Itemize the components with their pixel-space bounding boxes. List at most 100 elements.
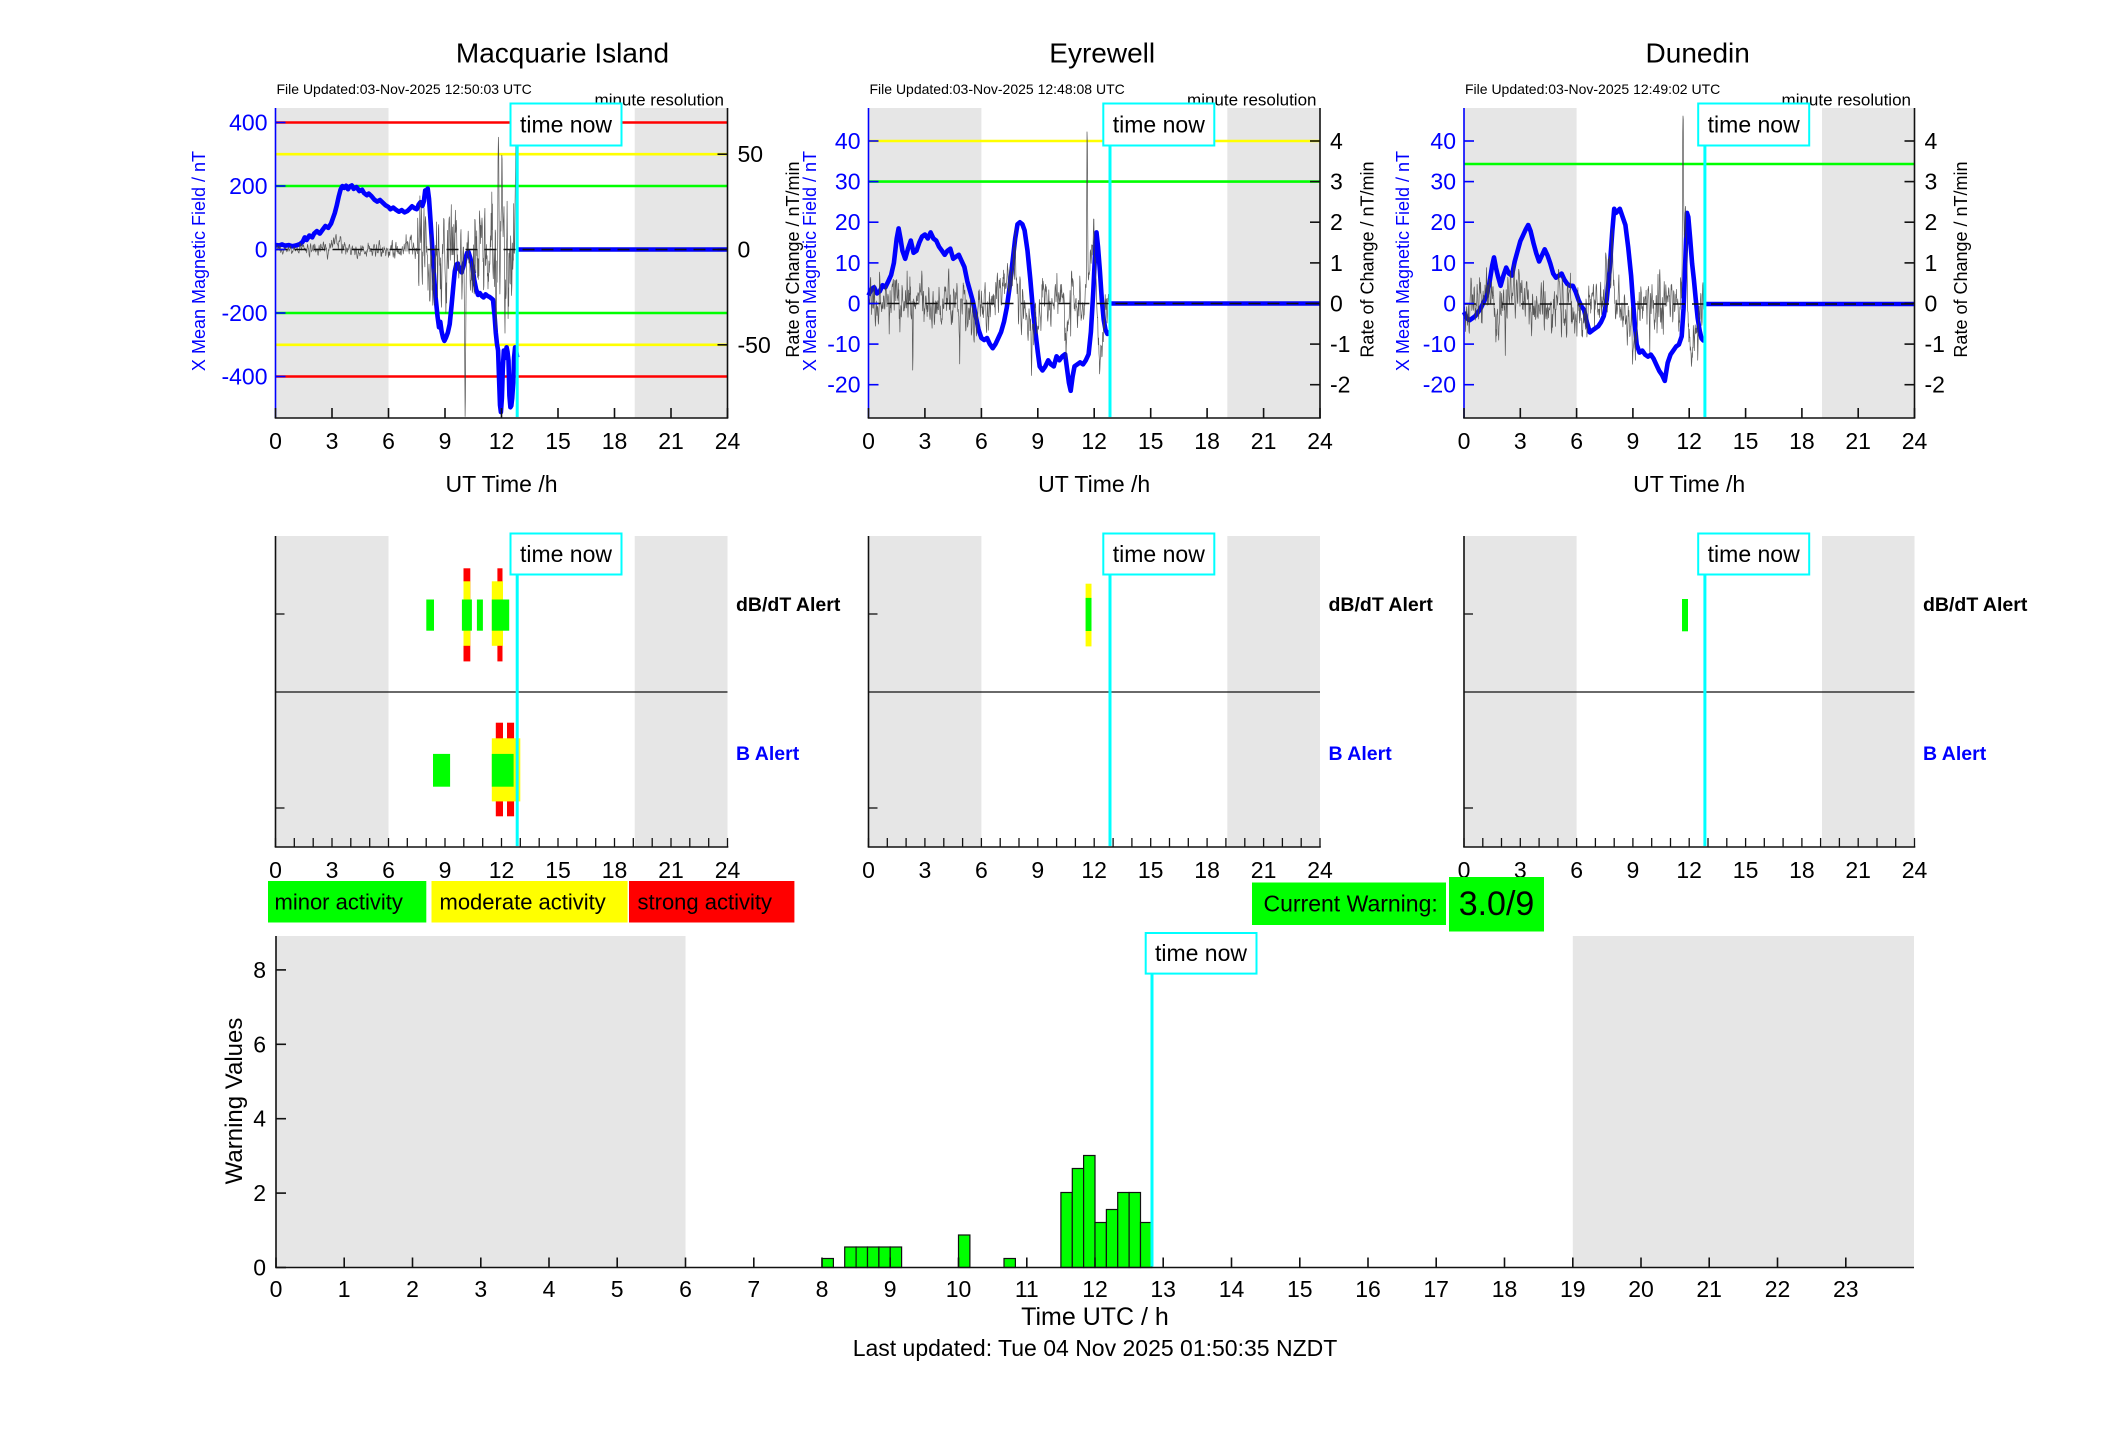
- svg-text:15: 15: [1138, 428, 1164, 454]
- svg-text:3: 3: [326, 428, 339, 454]
- svg-text:21: 21: [1696, 1276, 1722, 1302]
- svg-text:18: 18: [602, 857, 628, 883]
- svg-text:15: 15: [1287, 1276, 1313, 1302]
- svg-text:12: 12: [1676, 428, 1702, 454]
- svg-text:-400: -400: [221, 364, 267, 390]
- svg-text:0: 0: [738, 237, 751, 263]
- svg-text:0: 0: [269, 428, 282, 454]
- svg-text:10: 10: [946, 1276, 972, 1302]
- svg-text:17: 17: [1423, 1276, 1449, 1302]
- svg-text:9: 9: [884, 1276, 897, 1302]
- svg-text:21: 21: [658, 857, 684, 883]
- svg-text:5: 5: [611, 1276, 624, 1302]
- svg-text:0: 0: [848, 291, 861, 317]
- svg-text:Macquarie Island: Macquarie Island: [456, 38, 669, 69]
- svg-text:6: 6: [1570, 428, 1583, 454]
- svg-text:time now: time now: [1708, 541, 1800, 567]
- svg-text:14: 14: [1219, 1276, 1245, 1302]
- svg-text:-10: -10: [827, 331, 860, 357]
- svg-text:9: 9: [1627, 428, 1640, 454]
- svg-text:200: 200: [229, 173, 267, 199]
- svg-text:3: 3: [474, 1276, 487, 1302]
- svg-text:-1: -1: [1330, 331, 1350, 357]
- svg-text:18: 18: [1194, 428, 1220, 454]
- svg-text:-20: -20: [1423, 372, 1456, 398]
- svg-text:-10: -10: [1423, 331, 1456, 357]
- svg-text:50: 50: [738, 141, 764, 167]
- svg-text:3: 3: [1514, 428, 1527, 454]
- svg-text:15: 15: [1733, 857, 1759, 883]
- svg-text:21: 21: [658, 428, 684, 454]
- svg-text:18: 18: [1789, 428, 1815, 454]
- svg-text:11: 11: [1015, 1276, 1039, 1302]
- svg-text:400: 400: [229, 110, 267, 136]
- svg-text:4: 4: [1925, 128, 1938, 154]
- svg-text:23: 23: [1833, 1276, 1859, 1302]
- svg-text:40: 40: [1430, 128, 1456, 154]
- svg-text:3: 3: [1514, 857, 1527, 883]
- svg-text:-200: -200: [221, 300, 267, 326]
- svg-text:6: 6: [975, 857, 988, 883]
- svg-text:21: 21: [1251, 857, 1277, 883]
- svg-text:22: 22: [1765, 1276, 1791, 1302]
- svg-text:B Alert: B Alert: [736, 743, 800, 765]
- svg-text:6: 6: [382, 428, 395, 454]
- svg-text:Rate of Change / nT/min: Rate of Change / nT/min: [1358, 161, 1378, 357]
- svg-text:6: 6: [382, 857, 395, 883]
- svg-text:0: 0: [269, 857, 282, 883]
- svg-text:X Mean Magnetic Field / nT: X Mean Magnetic Field / nT: [800, 151, 820, 371]
- svg-text:24: 24: [715, 428, 741, 454]
- svg-text:File Updated:03-Nov-2025 12:50: File Updated:03-Nov-2025 12:50:03 UTC: [277, 81, 532, 97]
- svg-text:12: 12: [1676, 857, 1702, 883]
- svg-text:15: 15: [1138, 857, 1164, 883]
- svg-text:15: 15: [545, 857, 571, 883]
- svg-text:X Mean Magnetic Field / nT: X Mean Magnetic Field / nT: [1393, 151, 1413, 371]
- svg-text:3.0/9: 3.0/9: [1459, 885, 1535, 923]
- svg-text:3: 3: [1925, 169, 1938, 195]
- svg-text:20: 20: [835, 209, 861, 235]
- svg-text:time now: time now: [1113, 112, 1205, 138]
- svg-text:-2: -2: [1330, 372, 1350, 398]
- svg-text:0: 0: [862, 428, 875, 454]
- svg-text:8: 8: [816, 1276, 829, 1302]
- svg-text:4: 4: [253, 1106, 266, 1132]
- svg-text:24: 24: [1307, 857, 1333, 883]
- svg-text:18: 18: [1789, 857, 1815, 883]
- svg-text:1: 1: [1330, 250, 1343, 276]
- svg-text:X Mean Magnetic Field / nT: X Mean Magnetic Field / nT: [189, 151, 209, 371]
- svg-text:2: 2: [1925, 209, 1938, 235]
- svg-text:File Updated:03-Nov-2025 12:48: File Updated:03-Nov-2025 12:48:08 UTC: [870, 81, 1125, 97]
- svg-text:2: 2: [253, 1180, 266, 1206]
- svg-text:Rate of Change / nT/min: Rate of Change / nT/min: [1951, 161, 1971, 357]
- svg-text:B Alert: B Alert: [1329, 743, 1393, 765]
- svg-text:18: 18: [602, 428, 628, 454]
- svg-text:0: 0: [255, 237, 268, 263]
- svg-text:dB/dT Alert: dB/dT Alert: [1329, 594, 1434, 616]
- svg-text:6: 6: [1570, 857, 1583, 883]
- svg-text:12: 12: [489, 857, 515, 883]
- svg-text:18: 18: [1492, 1276, 1518, 1302]
- svg-text:2: 2: [1330, 209, 1343, 235]
- svg-text:19: 19: [1560, 1276, 1586, 1302]
- svg-text:time now: time now: [1113, 541, 1205, 567]
- svg-text:7: 7: [747, 1276, 760, 1302]
- svg-text:-20: -20: [827, 372, 860, 398]
- svg-text:moderate activity: moderate activity: [440, 890, 606, 915]
- svg-text:15: 15: [1733, 428, 1759, 454]
- svg-text:10: 10: [835, 250, 861, 276]
- svg-text:20: 20: [1628, 1276, 1654, 1302]
- svg-text:B Alert: B Alert: [1923, 743, 1987, 765]
- svg-text:20: 20: [1430, 209, 1456, 235]
- svg-text:1: 1: [338, 1276, 351, 1302]
- svg-text:4: 4: [543, 1276, 556, 1302]
- svg-text:UT Time /h: UT Time /h: [1038, 471, 1150, 497]
- svg-text:-2: -2: [1925, 372, 1945, 398]
- svg-text:dB/dT Alert: dB/dT Alert: [1923, 594, 2028, 616]
- svg-text:0: 0: [1925, 291, 1938, 317]
- svg-text:strong activity: strong activity: [638, 890, 773, 915]
- svg-text:Rate of Change / nT/min: Rate of Change / nT/min: [783, 161, 803, 357]
- svg-text:12: 12: [1082, 1276, 1108, 1302]
- svg-text:24: 24: [1902, 428, 1928, 454]
- svg-text:0: 0: [1458, 857, 1471, 883]
- svg-text:Time UTC / h: Time UTC / h: [1021, 1303, 1169, 1331]
